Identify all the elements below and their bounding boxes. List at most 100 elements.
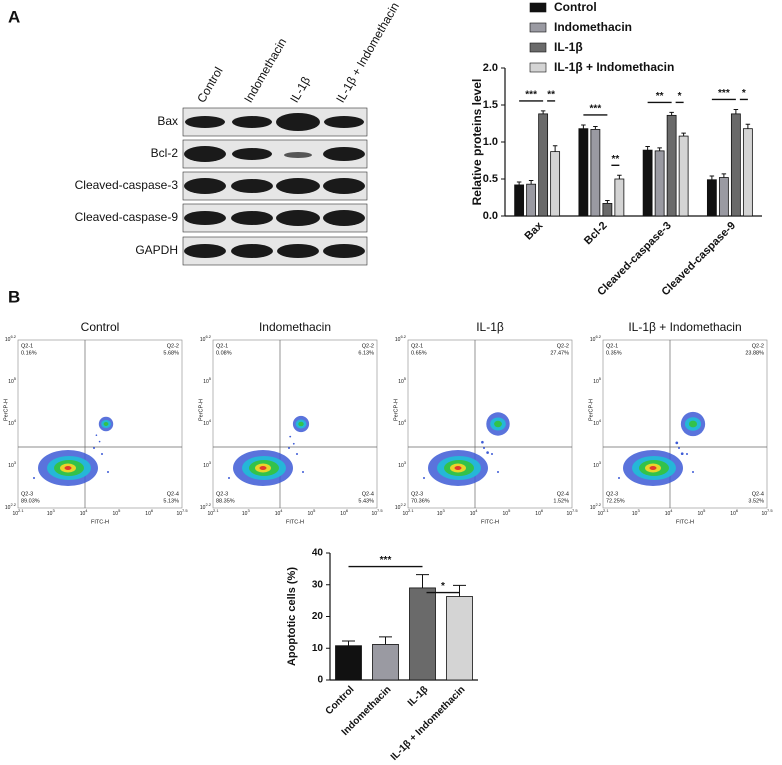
quadrant-percent: 5.43% — [358, 498, 374, 504]
tick-base: 10 — [395, 505, 401, 511]
y-tick-label: 20 — [312, 611, 324, 622]
x-tick-label: 104 — [470, 508, 479, 517]
tick-base: 10 — [395, 337, 401, 343]
quadrant-percent: 3.52% — [748, 498, 764, 504]
error-bar — [745, 123, 751, 129]
x-tick-label: 106 — [535, 508, 544, 517]
tick-base: 10 — [593, 379, 599, 385]
y-tick-label: 102.2 — [590, 502, 602, 511]
quadrant-percent: 6.13% — [358, 350, 374, 356]
tick-exponent: 2.2 — [595, 502, 601, 507]
significance-label: ** — [656, 91, 664, 102]
tick-base: 10 — [593, 421, 599, 427]
tick-base: 10 — [593, 463, 599, 469]
x-axis-label: FITC-H — [286, 519, 304, 525]
y-tick-label: 0.5 — [483, 173, 498, 185]
tick-exponent: 3 — [404, 460, 407, 465]
tick-exponent: 5 — [14, 376, 17, 381]
error-bar — [516, 181, 522, 185]
quadrant-percent: 72.25% — [606, 498, 625, 504]
x-tick-label: 105 — [503, 508, 512, 517]
tick-exponent: 7.5 — [767, 508, 773, 513]
y-axis-label: PerCP-H — [588, 399, 594, 421]
error-bar — [540, 110, 546, 114]
y-tick-label: 106.2 — [5, 334, 17, 343]
tick-base: 10 — [47, 511, 53, 517]
significance-label: * — [678, 91, 682, 102]
x-tick-label: 102.1 — [402, 508, 414, 517]
tick-base: 10 — [398, 463, 404, 469]
x-tick-label: 104 — [275, 508, 284, 517]
error-bar — [721, 173, 727, 178]
x-tick-label: 102.1 — [597, 508, 609, 517]
tick-base: 10 — [176, 511, 182, 517]
tick-base: 10 — [590, 337, 596, 343]
cell-cluster — [675, 411, 706, 456]
tick-exponent: 4 — [280, 508, 283, 513]
tick-base: 10 — [203, 421, 209, 427]
tick-base: 10 — [398, 379, 404, 385]
y-axis-label: PerCP-H — [198, 399, 204, 421]
tick-base: 10 — [535, 511, 541, 517]
tick-exponent: 2.2 — [400, 502, 406, 507]
tick-exponent: 6 — [736, 508, 739, 513]
tick-exponent: 4 — [599, 418, 602, 423]
x-tick-label: Control — [324, 684, 357, 717]
bar — [538, 113, 549, 217]
flow-frame — [17, 339, 183, 509]
tick-exponent: 3 — [52, 508, 55, 513]
tick-base: 10 — [503, 511, 509, 517]
quadrant-percent: 70.36% — [411, 498, 430, 504]
y-tick-label: 40 — [312, 548, 324, 559]
tick-exponent: 3 — [599, 460, 602, 465]
bar — [409, 587, 436, 681]
cell-cluster — [289, 415, 310, 445]
blot-row-label: Cleaved-caspase-3 — [75, 178, 179, 192]
quadrant-percent: 5.68% — [163, 350, 179, 356]
legend-swatch — [529, 22, 547, 33]
significance-label: *** — [718, 88, 730, 99]
error-bar — [669, 111, 674, 116]
x-tick-label: 102.1 — [207, 508, 219, 517]
quadrant-percent: 1.52% — [553, 498, 569, 504]
tick-base: 10 — [207, 511, 213, 517]
tick-exponent: 5 — [118, 508, 121, 513]
bar — [706, 179, 717, 217]
tick-exponent: 6 — [151, 508, 154, 513]
error-bar — [617, 174, 622, 179]
tick-base: 10 — [632, 511, 638, 517]
y-tick-label: 1.5 — [483, 99, 498, 111]
blot-column-label: Indomethacin — [241, 36, 289, 105]
tick-base: 10 — [402, 511, 408, 517]
tick-exponent: 6 — [346, 508, 349, 513]
tick-base: 10 — [730, 511, 736, 517]
bar — [666, 114, 677, 217]
y-tick-label: 105 — [398, 376, 407, 385]
blot-row-label: Cleaved-caspase-9 — [75, 210, 179, 224]
tick-exponent: 6.2 — [205, 334, 211, 339]
blot-row-label: Bcl-2 — [151, 146, 179, 160]
significance-label: *** — [525, 90, 537, 101]
y-tick-label: 105 — [203, 376, 212, 385]
y-tick-label: 103 — [8, 460, 17, 469]
tick-base: 10 — [200, 337, 206, 343]
tick-base: 10 — [242, 511, 248, 517]
cell-cluster — [95, 416, 114, 443]
blot — [182, 107, 368, 266]
tick-base: 10 — [203, 379, 209, 385]
significance-label: ** — [547, 90, 555, 101]
tick-exponent: 5 — [703, 508, 706, 513]
quadrant-name: Q2-1 — [411, 343, 423, 349]
tick-exponent: 4 — [475, 508, 478, 513]
x-tick-label: 105 — [113, 508, 122, 517]
legend-label: IL-1β — [554, 40, 583, 54]
y-tick-label: 102.2 — [5, 502, 17, 511]
bar — [514, 184, 525, 217]
tick-base: 10 — [437, 511, 443, 517]
x-tick-label: IL-1β + Indomethacin — [389, 684, 468, 763]
quadrant-name: Q2-4 — [752, 491, 764, 497]
y-axis-label: PerCP-H — [3, 399, 9, 421]
quadrant-name: Q2-2 — [752, 343, 764, 349]
quadrant-name: Q2-3 — [21, 491, 33, 497]
quadrant-percent: 0.35% — [606, 350, 622, 356]
